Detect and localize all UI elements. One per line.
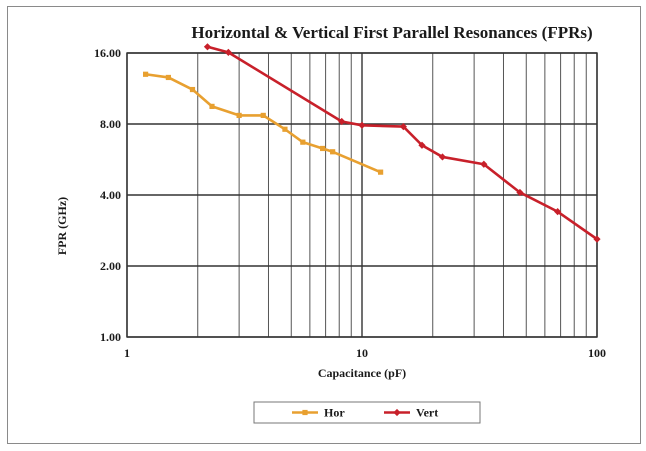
data-point-vert — [418, 141, 426, 149]
data-point-vert — [224, 48, 232, 56]
y-axis-title: FPR (GHz) — [55, 197, 69, 255]
legend: Hor Vert — [253, 401, 481, 424]
legend-box — [253, 401, 481, 424]
y-tick-label: 2.00 — [100, 259, 121, 273]
data-point-vert — [480, 160, 488, 168]
data-point-hor — [330, 149, 336, 155]
x-tick-label: 10 — [356, 346, 368, 360]
data-point-hor — [300, 139, 306, 145]
chart-title: Horizontal & Vertical First Parallel Res… — [191, 23, 592, 42]
data-point-vert — [516, 188, 524, 197]
data-point-vert — [593, 235, 601, 243]
data-point-hor — [209, 103, 215, 109]
data-point-hor — [260, 112, 266, 119]
series-layer — [143, 43, 601, 243]
y-tick-label: 1.00 — [100, 330, 121, 344]
y-tick-label: 16.00 — [94, 46, 121, 60]
data-point-vert — [358, 121, 366, 129]
data-point-vert — [338, 117, 346, 126]
data-point-vert — [399, 122, 407, 131]
legend-label-hor: Hor — [324, 406, 345, 420]
data-point-hor — [378, 169, 384, 175]
x-tick-label: 1 — [124, 346, 130, 360]
legend-label-vert: Vert — [416, 406, 438, 420]
data-point-vert — [438, 153, 447, 161]
data-point-hor — [165, 74, 171, 81]
plot-border — [126, 52, 598, 338]
legend-marker-hor — [302, 409, 308, 416]
data-point-vert — [554, 208, 562, 216]
axes: 1.00 2.00 4.00 8.00 16.00 1 10 100 — [94, 46, 606, 360]
y-tick-label: 4.00 — [100, 188, 121, 202]
data-point-hor — [189, 86, 196, 93]
x-tick-label: 100 — [588, 346, 606, 360]
data-point-hor — [143, 71, 149, 77]
x-axis-title: Capacitance (pF) — [318, 366, 406, 380]
data-point-hor — [282, 126, 288, 132]
y-tick-label: 8.00 — [100, 117, 121, 131]
data-point-hor — [320, 145, 326, 152]
data-point-vert — [203, 43, 212, 51]
legend-marker-vert — [393, 408, 401, 417]
data-point-hor — [236, 112, 242, 119]
